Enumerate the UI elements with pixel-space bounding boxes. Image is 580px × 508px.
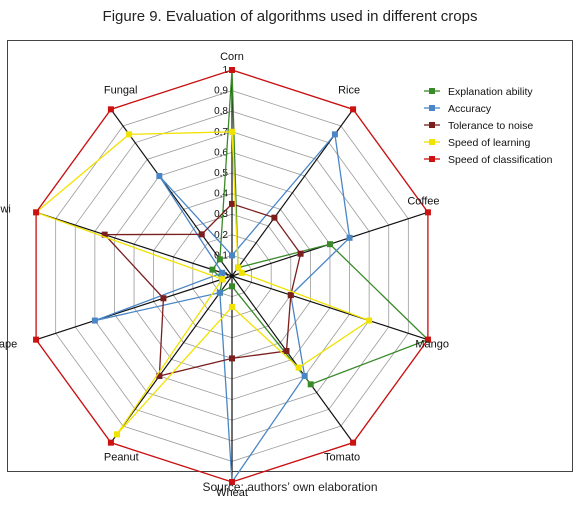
- data-point-explanation-ability-wheat: [229, 283, 235, 290]
- data-point-tolerance-to-noise-wheat: [229, 355, 235, 362]
- tick-label: 0,1: [214, 250, 228, 261]
- data-point-speed-of-classification-kiwi: [33, 209, 40, 216]
- data-point-tolerance-to-noise-fungal: [198, 231, 205, 238]
- data-point-speed-of-classification-corn: [229, 67, 235, 73]
- data-point-explanation-ability-tomato: [307, 381, 314, 388]
- data-point-speed-of-learning-corn: [229, 128, 235, 135]
- data-point-speed-of-learning-mango: [366, 317, 373, 324]
- data-point-speed-of-classification-rice: [350, 106, 357, 113]
- axis-spoke: [231, 275, 354, 444]
- data-point-tolerance-to-noise-corn: [229, 200, 235, 207]
- tick-label: 0,4: [214, 189, 228, 200]
- axis-label-corn: Corn: [220, 51, 244, 63]
- data-point-speed-of-classification-fungal: [107, 106, 114, 113]
- axis-label-wheat: Wheat: [216, 487, 248, 499]
- radar-series: [33, 67, 431, 485]
- tick-label: 1: [222, 65, 228, 76]
- tick-label: 0,6: [214, 147, 228, 158]
- data-point-accuracy-peanut: [216, 289, 223, 296]
- axis-spoke: [35, 275, 233, 341]
- data-point-explanation-ability-coffee: [326, 241, 333, 248]
- legend-label-accuracy: Accuracy: [448, 103, 492, 115]
- data-point-explanation-ability-kiwi: [209, 266, 216, 273]
- tick-label: 0,9: [214, 86, 228, 97]
- data-point-speed-of-learning-tomato: [295, 364, 302, 371]
- data-point-accuracy-grape: [91, 317, 98, 324]
- data-point-speed-of-learning-peanut: [113, 431, 120, 438]
- legend-marker-accuracy: [429, 105, 435, 111]
- axis-label-tomato: Tomato: [324, 451, 360, 463]
- data-point-tolerance-to-noise-rice: [271, 214, 278, 221]
- data-point-speed-of-classification-mango: [424, 336, 431, 343]
- legend-label-speed-of-classification: Speed of classification: [448, 154, 553, 166]
- data-point-tolerance-to-noise-grape: [160, 295, 167, 302]
- data-point-speed-of-learning-wheat: [229, 303, 235, 310]
- axis-spoke: [35, 211, 233, 277]
- legend-label-speed-of-learning: Speed of learning: [448, 137, 530, 149]
- data-point-speed-of-classification-tomato: [350, 439, 357, 446]
- data-point-tolerance-to-noise-kiwi: [101, 231, 108, 238]
- axis-label-rice: Rice: [338, 85, 360, 97]
- data-point-accuracy-tomato: [301, 372, 308, 379]
- data-point-tolerance-to-noise-peanut: [156, 372, 163, 379]
- axis-spoke: [110, 275, 233, 444]
- data-point-accuracy-rice: [331, 131, 338, 138]
- legend-label-explanation-ability: Explanation ability: [448, 86, 533, 98]
- axis-label-mango: Mango: [415, 338, 449, 350]
- figure-source: Source: authors’ own elaboration: [202, 480, 378, 494]
- data-point-speed-of-learning-rice: [235, 264, 242, 271]
- legend-label-tolerance-to-noise: Tolerance to noise: [448, 120, 533, 132]
- data-point-speed-of-learning-coffee: [238, 269, 245, 276]
- data-point-tolerance-to-noise-coffee: [297, 250, 304, 257]
- axis-label-fungal: Fungal: [104, 85, 138, 97]
- axis-label-grape: Grape: [0, 338, 17, 350]
- data-point-speed-of-classification-coffee: [424, 209, 431, 216]
- data-point-accuracy-fungal: [156, 173, 163, 180]
- data-point-speed-of-classification-grape: [33, 336, 40, 343]
- chart-legend: Explanation ability Accuracy Tolerance to …: [424, 86, 553, 166]
- legend-marker-tolerance-to-noise: [429, 122, 435, 128]
- tick-label: 0: [222, 271, 228, 282]
- figure-title: Figure 9. Evaluation of algorithms used …: [102, 8, 478, 25]
- legend-marker-speed-of-learning: [429, 139, 435, 145]
- axis-label-coffee: Coffee: [407, 196, 439, 208]
- data-point-speed-of-learning-fungal: [126, 131, 133, 138]
- data-point-accuracy-coffee: [346, 234, 353, 241]
- series-line-explanation-ability: [211, 69, 430, 386]
- data-point-explanation-ability-fungal: [216, 256, 223, 263]
- axis-label-kiwi: Kiwi: [0, 204, 11, 216]
- data-point-speed-of-classification-wheat: [229, 479, 235, 485]
- axis-spoke: [231, 275, 429, 341]
- data-point-tolerance-to-noise-tomato: [283, 347, 290, 354]
- legend-marker-speed-of-classification: [429, 156, 435, 162]
- radar-labels: Corn Rice Coffee Mango Tomato Wheat Peanut Grap…: [0, 51, 449, 499]
- data-point-speed-of-classification-peanut: [107, 439, 114, 446]
- tick-label: 0,8: [214, 106, 228, 117]
- legend-marker-explanation-ability: [429, 88, 435, 94]
- data-point-accuracy-corn: [229, 252, 235, 259]
- radar-grid: 00,10,20,30,40,50,60,70,80,91: [35, 65, 429, 483]
- data-point-accuracy-kiwi: [219, 269, 226, 276]
- tick-label: 0,5: [214, 168, 228, 179]
- data-point-tolerance-to-noise-mango: [287, 292, 294, 299]
- data-point-speed-of-learning-grape: [219, 276, 226, 283]
- axis-label-peanut: Peanut: [104, 451, 139, 463]
